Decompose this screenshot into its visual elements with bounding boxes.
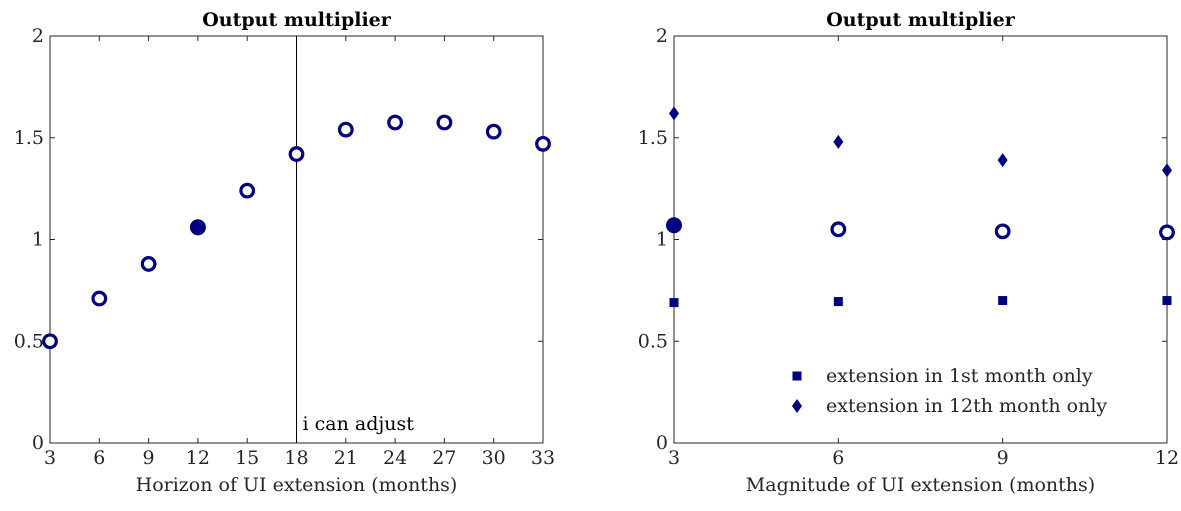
x-tick-label: 3: [668, 447, 680, 469]
y-tick-label: 1.5: [14, 127, 44, 149]
data-point-square: [833, 297, 843, 307]
y-tick-label: 0.5: [638, 330, 668, 352]
data-point-hollow-circle: [288, 146, 305, 162]
data-point-filled-circle: [189, 219, 206, 236]
y-tick-label: 1: [32, 229, 44, 251]
x-tick-label: 18: [284, 447, 308, 469]
data-point-diamond: [997, 153, 1008, 168]
data-point-square: [998, 296, 1008, 306]
chart-title: Output multiplier: [826, 9, 1016, 31]
data-point-diamond: [833, 134, 844, 149]
x-tick-label: 6: [93, 447, 105, 469]
legend-marker-diamond: [792, 399, 802, 413]
x-tick-label: 15: [235, 447, 259, 469]
data-point-hollow-circle: [91, 290, 108, 307]
data-point-square: [1162, 296, 1172, 306]
x-tick-label: 24: [383, 447, 407, 469]
y-tick-label: 2: [32, 25, 44, 47]
x-tick-label: 6: [832, 447, 844, 469]
x-axis-label: Horizon of UI extension (months): [136, 474, 458, 496]
right-chart-panel: Output multiplier 3 6 9 12 0 0.5 1 1.5 2 Magnitude…: [638, 9, 1179, 496]
y-tick-label: 2: [656, 25, 668, 47]
legend-marker-square: [792, 371, 802, 381]
data-point-hollow-circle: [830, 221, 847, 238]
data-point-hollow-circle: [239, 182, 256, 199]
data-point-hollow-circle: [140, 256, 157, 272]
x-tick-label: 33: [531, 447, 555, 469]
y-tick-label: 0: [656, 432, 668, 454]
y-tick-label: 1: [656, 229, 668, 251]
data-point-hollow-circle: [387, 114, 404, 131]
data-point-filled-circle: [666, 217, 682, 234]
data-point-hollow-circle: [535, 135, 551, 152]
data-point-hollow-circle: [42, 333, 58, 350]
chart-title: Output multiplier: [202, 9, 392, 31]
data-point-hollow-circle: [485, 123, 502, 140]
data-point-hollow-circle: [994, 223, 1011, 240]
data-point-diamond: [1162, 163, 1172, 178]
data-point-hollow-circle: [436, 114, 453, 131]
data-point-square: [669, 298, 679, 308]
data-point-hollow-circle: [337, 121, 354, 138]
x-axis-label: Magnitude of UI extension (months): [746, 474, 1095, 496]
y-tick-label: 1.5: [638, 127, 668, 149]
y-tick-label: 0: [32, 432, 44, 454]
x-tick-label: 30: [482, 447, 506, 469]
y-tick-label: 0.5: [14, 330, 44, 352]
x-tick-label: 27: [432, 447, 456, 469]
vline-annotation: i can adjust: [303, 413, 415, 435]
x-tick-label: 12: [1155, 447, 1179, 469]
x-tick-label: 21: [334, 447, 358, 469]
data-point-hollow-circle: [1159, 224, 1175, 241]
x-tick-label: 9: [143, 447, 155, 469]
legend-entry-label: extension in 12th month only: [826, 395, 1107, 417]
legend-entry-label: extension in 1st month only: [826, 365, 1093, 387]
x-tick-label: 3: [44, 447, 56, 469]
data-point-diamond: [669, 106, 679, 121]
x-tick-label: 12: [186, 447, 210, 469]
x-tick-label: 9: [997, 447, 1009, 469]
